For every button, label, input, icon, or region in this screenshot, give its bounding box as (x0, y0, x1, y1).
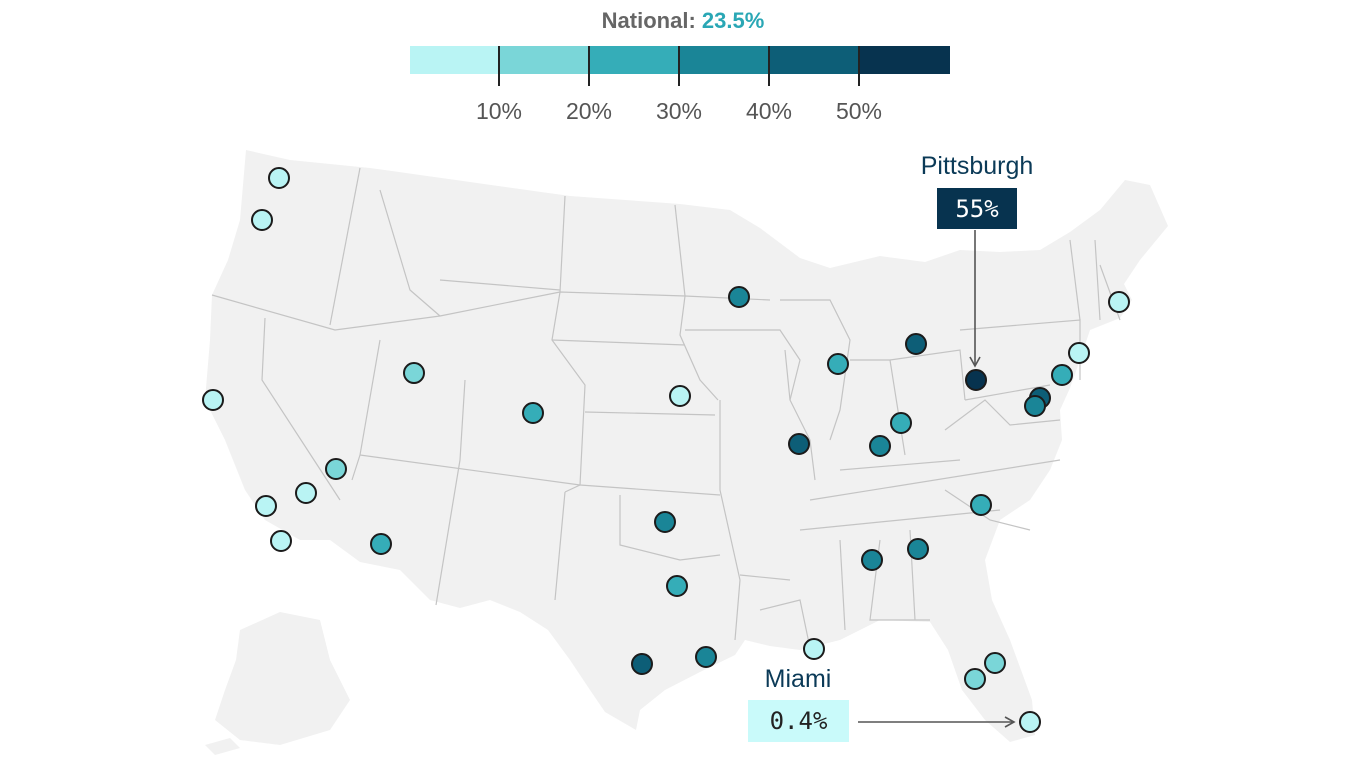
us-landmass (205, 150, 1168, 742)
metro-dot (803, 638, 825, 660)
metro-dot (1019, 711, 1041, 733)
national-average: National: 23.5% (0, 8, 1366, 34)
state-borders (211, 167, 1121, 649)
legend-tick (498, 46, 500, 86)
legend-tick-label: 50% (835, 98, 883, 124)
color-legend (410, 46, 950, 86)
legend-tick-label: 30% (655, 98, 703, 124)
pittsburgh-label: Pittsburgh (920, 152, 1034, 180)
legend-labels: 10% 20% 30% 40% 50% (410, 0, 950, 140)
metro-dot (268, 167, 290, 189)
legend-swatch-0 (410, 46, 500, 74)
metro-dot (255, 495, 277, 517)
metro-dot (669, 385, 691, 407)
legend-tick-label: 40% (745, 98, 793, 124)
metro-dot (270, 530, 292, 552)
miami-label: Miami (764, 665, 832, 693)
metro-dot (788, 433, 810, 455)
legend-tick-label: 10% (475, 98, 523, 124)
legend-swatch-5 (860, 46, 950, 74)
metro-dot (631, 653, 653, 675)
miami-value: 0.4% (748, 700, 849, 742)
metro-dot (965, 369, 987, 391)
metro-dot (1108, 291, 1130, 313)
metro-dot (890, 412, 912, 434)
legend-tick (768, 46, 770, 86)
metro-dot (970, 494, 992, 516)
legend-tick-label: 20% (565, 98, 613, 124)
metro-dot (522, 402, 544, 424)
metro-dot (251, 209, 273, 231)
metro-dot (325, 458, 347, 480)
metro-dot (295, 482, 317, 504)
legend-swatch-3 (680, 46, 770, 74)
metro-dot (695, 646, 717, 668)
legend-swatch-2 (590, 46, 680, 74)
metro-dot (907, 538, 929, 560)
legend-tick (678, 46, 680, 86)
legend-swatch-4 (770, 46, 860, 74)
legend-tick (588, 46, 590, 86)
metro-dot (728, 286, 750, 308)
metro-dot (1051, 364, 1073, 386)
legend-tick (858, 46, 860, 86)
metro-dot (654, 511, 676, 533)
metro-dot (964, 668, 986, 690)
legend-swatch-1 (500, 46, 590, 74)
metro-dot (905, 333, 927, 355)
national-value: 23.5% (701, 8, 765, 33)
metro-dot (861, 549, 883, 571)
metro-dot (666, 575, 688, 597)
metro-dot (403, 362, 425, 384)
alaska-shape (215, 612, 350, 745)
metro-dot (984, 652, 1006, 674)
metro-dot (1068, 342, 1090, 364)
alaska-island-chain (205, 738, 240, 755)
metro-dot (827, 353, 849, 375)
metro-dot (869, 435, 891, 457)
metro-markers (202, 167, 1130, 733)
national-label: National: (601, 8, 696, 33)
pittsburgh-value: 55% (937, 188, 1017, 229)
metro-dot (202, 389, 224, 411)
metro-dot (370, 533, 392, 555)
metro-dot (1024, 395, 1046, 417)
